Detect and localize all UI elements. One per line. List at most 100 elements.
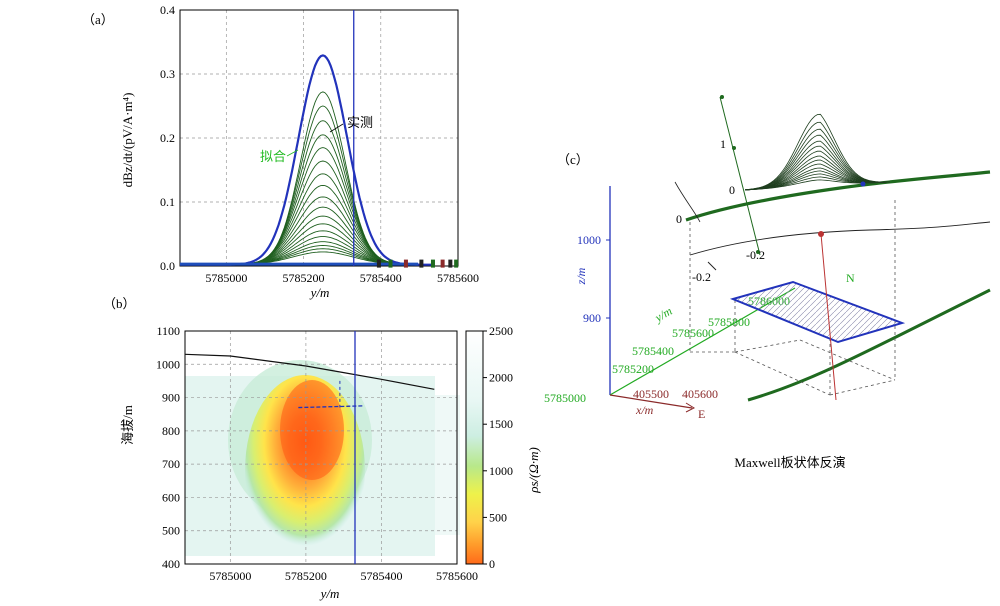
noise-mark [388,259,393,268]
colorbar-tick: 2000 [489,371,513,385]
panel-b-x-ticks: 5785000 5785200 5785400 5785600 [209,569,478,583]
colorbar-tick: 2500 [489,324,513,338]
y-tick-5785800: 5785800 [708,315,750,329]
survey-line-upper [685,170,991,222]
profile-axis [719,96,761,256]
panel-a-x-tick: 5785600 [437,271,479,285]
annotation-fitted-leader [286,149,299,157]
response-curve [744,121,891,191]
colorbar-tick: 500 [489,510,507,524]
noise-mark [430,259,435,268]
panel-b-y-tick: 700 [162,457,180,471]
panel-a-x-tick: 5785000 [205,271,247,285]
x-axis [609,394,693,409]
profile-tick-1: 1 [720,137,726,151]
colorbar-ticks: 0 500 1000 1500 2000 2500 [483,324,513,571]
profile-tick-neg02-b: -0.2 [692,270,711,284]
x-tick-405600: 405600 [682,387,718,401]
resistivity-field [185,360,460,565]
panel-a-letter: （a） [82,12,114,27]
panel-a-frame [179,9,459,267]
panel-b-y-ticks: 400 500 600 700 800 900 1000 1100 [156,324,180,571]
panel-a-x-label: y/m [309,285,330,300]
panel-b-x-tick: 5785200 [285,569,327,583]
y-tick-5785600: 5785600 [672,326,714,340]
measured-curve [180,206,431,266]
panel-b-y-tick: 900 [162,391,180,405]
annotation-fitted: 拟合 [260,149,286,164]
noise-mark [440,259,445,268]
projection-box [689,200,896,396]
east-label: E [698,407,705,421]
panel-a: （a） 5785000 5785200 5785400 5785600 0.00.10… [82,3,479,300]
measured-curve [180,215,431,266]
zero-profile-line [689,221,991,256]
panel-b-letter: （b） [103,296,136,311]
measured-curve [180,230,431,266]
fitted-curve [180,54,431,266]
panel-a-y-ticks: 0.0 0.1 0.2 0.3 0.4 [160,3,175,273]
maxwell-plate [729,280,906,344]
y-tick-5785200: 5785200 [612,362,654,376]
profile-tick-0-a: 0 [729,183,735,197]
panel-b-frame [184,330,458,565]
profile-tick-0-b: 0 [676,212,682,226]
panel-c-letter: （c） [557,152,589,167]
station-marker [860,181,866,187]
panel-b-y-tick: 800 [162,424,180,438]
panel-a-y-label: dBz/dt/(pV/A·m⁴) [120,93,135,188]
annotation-measured-leader [329,123,344,133]
panel-b-x-label: y/m [319,586,340,601]
z-tick-1000: 1000 [577,233,601,247]
noise-mark [419,259,424,268]
panel-a-y-tick: 0.2 [160,131,175,145]
panel-a-y-tick: 0.4 [160,3,175,17]
panel-b-x-tick: 5785400 [360,569,402,583]
panel-a-x-tick: 5785200 [283,271,325,285]
panel-b-y-label: 海拔/m [120,405,135,445]
response-curve [744,179,891,191]
panel-c-response-curves [744,113,891,191]
measured-curve [180,196,431,266]
x-axis-label: x/m [635,403,654,417]
plate-section [298,405,363,409]
colorbar-tick: 0 [489,557,495,571]
north-label: N [846,271,855,285]
panel-a-curves [180,54,431,266]
noise-mark [454,259,459,268]
panel-c-caption: Maxwell板状体反演 [734,455,845,470]
measured-curve [180,223,431,266]
noise-mark [448,259,453,268]
panel-b-y-tick: 600 [162,490,180,504]
survey-line-lower [747,288,991,402]
topography-line [184,353,435,390]
panel-a-noise-marks [376,259,459,268]
x-tick-405500: 405500 [633,387,669,401]
panel-a-y-tick: 0.3 [160,67,175,81]
y-tick-5785000: 5785000 [544,391,586,405]
z-axis-label: z/m [574,267,588,285]
panel-a-x-ticks: 5785000 5785200 5785400 5785600 [205,271,479,285]
borehole [820,233,837,401]
measured-curve [180,91,431,266]
panel-a-y-tick: 0.0 [160,259,175,273]
panel-b-x-tick: 5785600 [436,569,478,583]
y-tick-5785400: 5785400 [632,344,674,358]
noise-mark [376,259,381,268]
colorbar-tick: 1000 [489,464,513,478]
noise-mark [403,259,408,268]
y-axis-label: y/m [652,304,675,325]
colorbar [465,330,484,565]
panel-a-x-tick: 5785400 [360,271,402,285]
annotation-measured: 实测 [347,115,373,130]
z-tick-900: 900 [583,311,601,325]
panel-b-y-tick: 1000 [156,357,180,371]
colorbar-tick: 1500 [489,417,513,431]
panel-b-x-tick: 5785000 [209,569,251,583]
panel-b-y-tick: 500 [162,524,180,538]
panel-a-grid [180,9,459,267]
colorbar-label: ρs/(Ω·m) [526,447,541,494]
panel-a-y-tick: 0.1 [160,195,175,209]
profile-tick-neg02-a: -0.2 [746,248,765,262]
